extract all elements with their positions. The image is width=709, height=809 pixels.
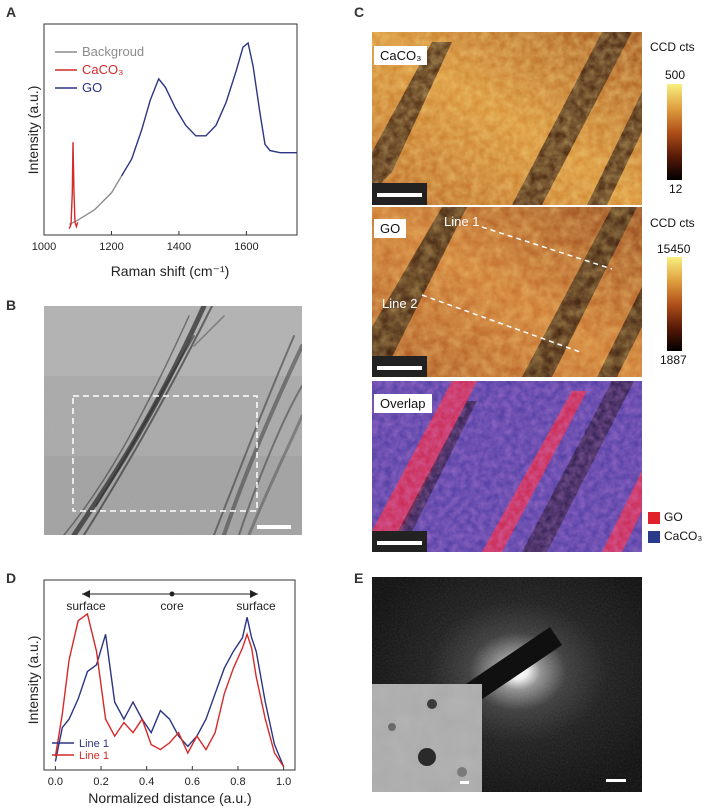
legend-caco3-label: CaCO₃ [664,529,703,543]
raman-spectrum-chart: 1000 1200 1400 1600 Backgroud CaCO₃ GO Raman … [25,23,298,279]
colorbar-1-title: CCD cts [650,40,695,54]
chart-d-frame [43,579,296,771]
chartA-series-2 [120,41,297,177]
colorbar-1-min: 12 [669,182,683,196]
chart-d-ylabel: Intensity (a.u.) [25,636,41,725]
chartD-tick-label-5: 1.0 [276,776,291,788]
annotation-core: core [160,599,184,613]
micrograph-b-svg [44,306,302,535]
colorbar-1-max: 500 [665,68,686,82]
overlap-map-label: Overlap [374,394,432,413]
panel-label-e: E [354,570,364,586]
panel-label-a: A [6,4,17,20]
diffraction-svg [372,577,642,792]
line-1-label: Line 1 [444,214,480,229]
legend-caco3-swatch [648,531,660,543]
chartD-legend-label-0: Line 1 [79,738,109,750]
caco3-map-label: CaCO₃ [374,46,428,65]
chart-a-xlabel: Raman shift (cm⁻¹) [111,263,230,279]
chart-a-ylabel: Intensity (a.u.) [25,86,41,175]
chartA-series-0 [68,175,123,226]
chartD-tick-label-2: 0.4 [139,776,154,788]
chartA-legend-label-1: CaCO₃ [82,62,123,77]
panel-label-c: C [354,4,365,20]
colorbar-2-title: CCD cts [650,216,695,230]
go-map-label: GO [374,219,407,238]
panel-label-b: B [6,297,17,313]
chartD-legend-label-1: Line 1 [79,750,109,762]
chartD-series-1 [54,612,285,767]
chartD-tick-label-1: 0.2 [93,776,108,788]
colorbar-2-max: 15450 [657,242,691,256]
chartD-tick-label-3: 0.6 [185,776,200,788]
go-map [372,207,642,377]
chartD-series-0 [54,617,285,767]
colorbar-1 [667,84,682,180]
caco3-map [372,32,642,205]
legend-go-label: GO [664,510,683,524]
arrow-left-icon [82,590,90,598]
line-2-label: Line 2 [382,296,418,311]
annotation-surface-left: surface [66,599,106,613]
micrograph-b [44,306,302,535]
core-dot [169,591,175,597]
legend-go-swatch [648,512,660,524]
panel-label-d: D [6,570,17,586]
chartA-legend-label-2: GO [82,80,102,95]
chartD-tick-label-0: 0.0 [48,776,63,788]
arrow-right-icon [250,590,258,598]
diffraction-image [372,577,642,792]
chartD-tick-label-4: 0.8 [230,776,245,788]
go-scalebar [377,366,422,370]
caco3-map-svg [372,32,642,205]
chart-d-xlabel: Normalized distance (a.u.) [88,790,251,806]
colorbar-2 [667,257,682,351]
chartA-tick-label-0: 1000 [32,241,56,253]
annotation-surface-right: surface [236,599,276,613]
chartA-series-1 [68,142,79,229]
go-map-svg [372,207,642,377]
overlap-scalebar [377,541,422,545]
colorbar-2-min: 1887 [660,353,687,367]
chartA-tick-label-2: 1400 [167,241,191,253]
chartA-legend-label-0: Backgroud [82,44,144,59]
caco3-scalebar [377,193,422,197]
chartA-tick-label-3: 1600 [234,241,258,253]
chartA-tick-label-1: 1200 [99,241,123,253]
chart-a-frame [43,23,298,236]
